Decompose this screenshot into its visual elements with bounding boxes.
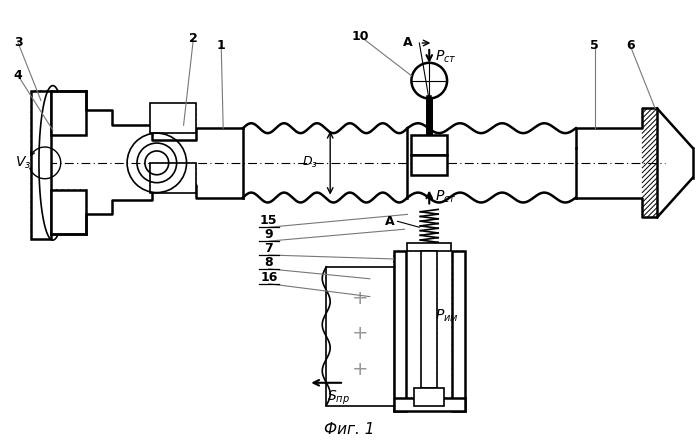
Text: 5: 5 [591, 40, 599, 52]
Bar [51, 91, 87, 135]
Text: 10: 10 [351, 29, 368, 43]
Text: 4: 4 [14, 69, 22, 82]
Bar [51, 190, 87, 234]
Text: 3: 3 [14, 37, 22, 49]
Text: Фиг. 1: Фиг. 1 [324, 422, 375, 437]
Circle shape [412, 63, 447, 99]
Text: +: + [352, 289, 368, 308]
Text: $D_з$: $D_з$ [303, 155, 318, 170]
Text: +: + [352, 360, 368, 379]
Text: 8: 8 [264, 256, 273, 269]
Bar [394, 398, 465, 411]
Text: $P_{ст}$: $P_{ст}$ [435, 49, 457, 65]
Text: A: A [403, 37, 412, 49]
Text: 9: 9 [264, 228, 273, 241]
Text: $V_з$: $V_з$ [15, 155, 31, 171]
Bar [31, 91, 51, 239]
Text: $P_{им}$: $P_{им}$ [435, 307, 459, 324]
Text: +: + [352, 324, 368, 343]
Bar [412, 135, 447, 155]
Bar [150, 163, 196, 193]
Text: 7: 7 [264, 242, 273, 255]
Bar [415, 388, 444, 406]
Bar [150, 103, 196, 133]
Text: A: A [385, 215, 394, 228]
Text: 6: 6 [626, 40, 635, 52]
Bar [452, 251, 465, 411]
Text: 16: 16 [260, 271, 278, 284]
Text: $S_{пр}$: $S_{пр}$ [326, 389, 350, 407]
Bar [421, 251, 437, 388]
Text: 15: 15 [260, 214, 278, 227]
Text: $P_{ст}$: $P_{ст}$ [435, 188, 457, 205]
Text: 1: 1 [217, 40, 226, 52]
Bar [412, 155, 447, 175]
Text: 2: 2 [189, 32, 198, 44]
Bar [394, 251, 406, 411]
Bar [408, 243, 451, 251]
Bar [326, 267, 394, 406]
